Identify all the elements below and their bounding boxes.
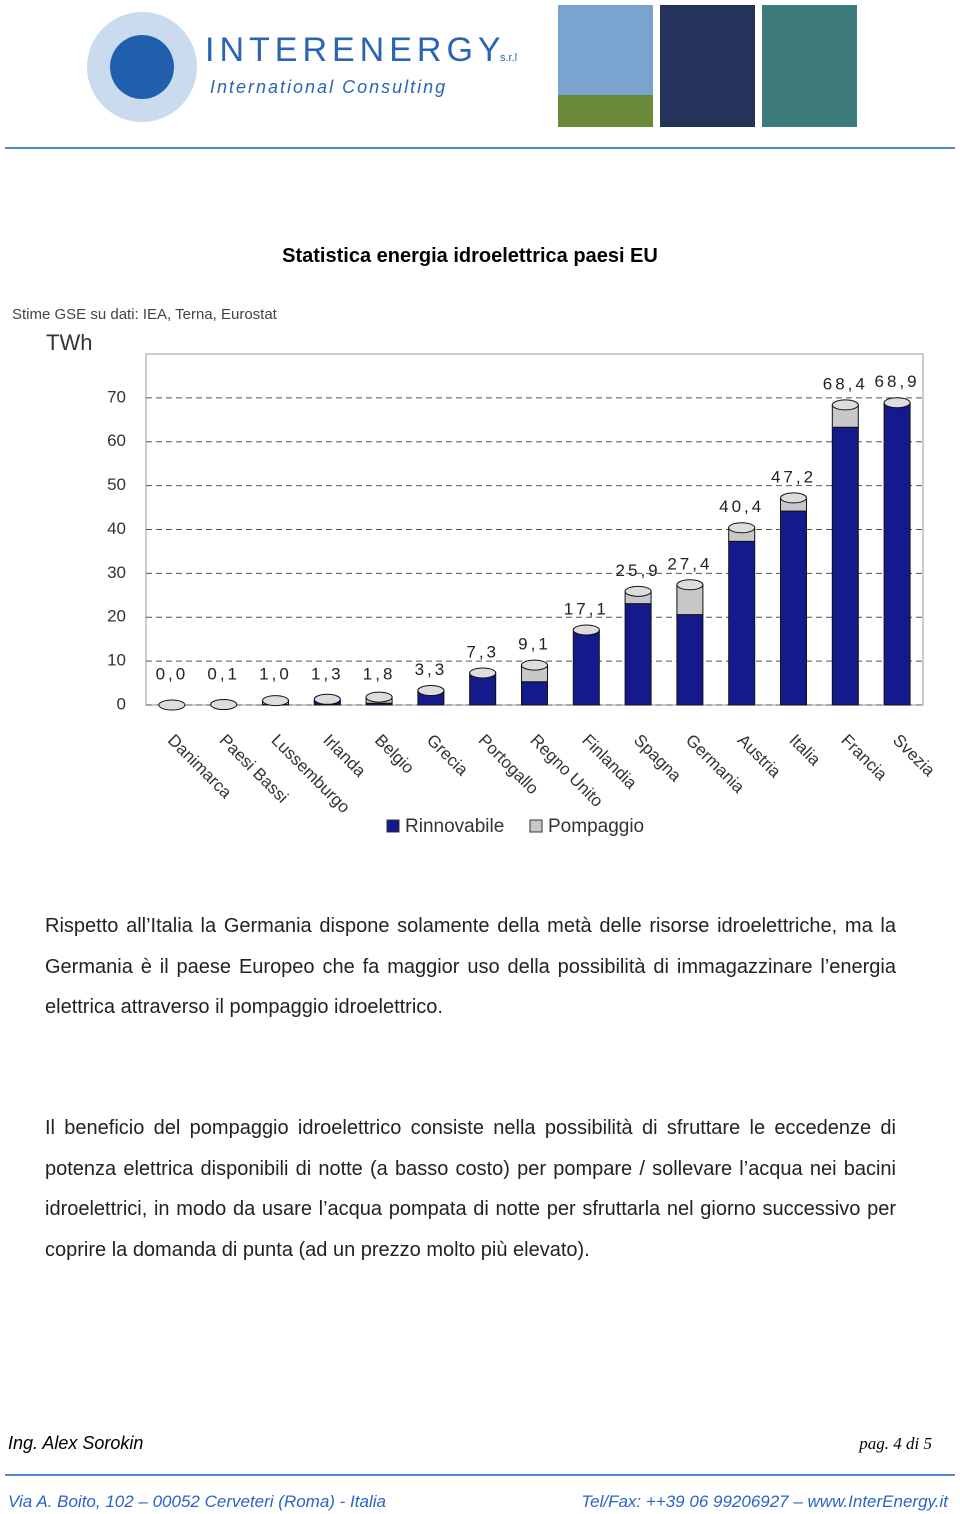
y-tick-label: 60 [107,431,126,450]
y-tick-label: 50 [107,475,126,494]
total-label: 1,3 [311,664,344,683]
company-suffix: s.r.l [500,52,517,64]
bar-cap [262,695,289,707]
legend-label: Pompaggio [548,816,644,837]
tagline: International Consulting [210,77,447,97]
bar-cap [572,624,600,636]
bar-cap [210,699,238,711]
total-label: 68,4 [823,374,868,393]
bar-cap [883,397,911,409]
bar-segment [676,614,704,706]
total-label: 7,3 [466,642,499,661]
paragraph: Il beneficio del pompaggio idroelettrico… [45,1117,896,1261]
bar-cap [676,579,704,591]
total-label: 68,9 [875,372,920,391]
photo-water [762,5,857,127]
logo-globe [110,35,174,99]
total-label: 0,0 [156,664,189,683]
bar-segment [521,681,548,706]
legend-swatch [529,819,543,833]
total-label: 25,9 [616,561,661,580]
bar-segment [728,540,756,706]
bar-cap [365,691,393,703]
bar-segment [831,426,859,706]
bar-cap [521,659,548,671]
y-tick-label: 40 [107,519,126,538]
total-label: 3,3 [415,660,448,679]
address: Via A. Boito, 102 – 00052 Cerveteri (Rom… [8,1492,386,1511]
company: INTERENERGY [205,31,506,69]
bar-segment [469,675,497,706]
legend-label: Rinnovabile [405,816,504,837]
source: Stime GSE su dati: IEA, Terna, Eurostat [12,306,278,323]
x-tick-label: Austria [734,731,785,782]
y-tick-label: 70 [107,387,126,406]
bar-cap [780,492,807,504]
y-tick-label: 20 [107,607,126,626]
total-label: 40,4 [719,497,764,516]
x-tick-label: Svezia [889,731,939,781]
bar-cap [831,399,859,411]
footer-rule [5,1474,955,1476]
y-tick-label: 30 [107,563,126,582]
total-label: 9,1 [518,635,551,654]
bar-segment [780,510,807,706]
total-label: 1,0 [259,664,292,683]
x-tick-label: Italia [786,731,825,770]
bar-segment [883,402,911,706]
bar-cap [417,685,445,697]
y-tick-label: 0 [117,694,126,713]
x-tick-label: Irlanda [319,731,370,782]
y-axis-label: TWh [46,330,92,355]
bar-cap [624,585,652,597]
photo-solar [660,5,755,127]
total-label: 17,1 [564,599,609,618]
total-label: 1,8 [363,664,396,683]
bar-cap [728,522,756,534]
total-label: 47,2 [771,467,816,486]
x-tick-label: Belgio [371,731,418,778]
total-label: 27,4 [667,554,712,573]
contact: Tel/Fax: ++39 06 99206927 – www.InterEne… [581,1492,948,1511]
title: Statistica energia idroelettrica paesi E… [282,245,658,267]
paragraph: Rispetto all’Italia la Germania dispone … [45,915,896,1018]
bar-segment [572,629,600,706]
legend-swatch [386,819,400,833]
header: INTERENERGY s.r.l International Consulti… [5,5,955,149]
x-tick-label: Francia [837,731,891,785]
author: Ing. Alex Sorokin [8,1433,144,1453]
chart: Stime GSE su dati: IEA, Terna, Eurostat … [12,306,939,837]
bar-cap [313,693,341,705]
bar-cap [469,667,497,679]
page-number: pag. 4 di 5 [859,1434,932,1453]
bar-cap [158,699,186,711]
photo-ground [558,95,653,127]
y-tick-label: 10 [107,651,126,670]
x-tick-label: Grecia [423,731,472,780]
bar-segment [624,603,652,706]
total-label: 0,1 [207,664,240,683]
